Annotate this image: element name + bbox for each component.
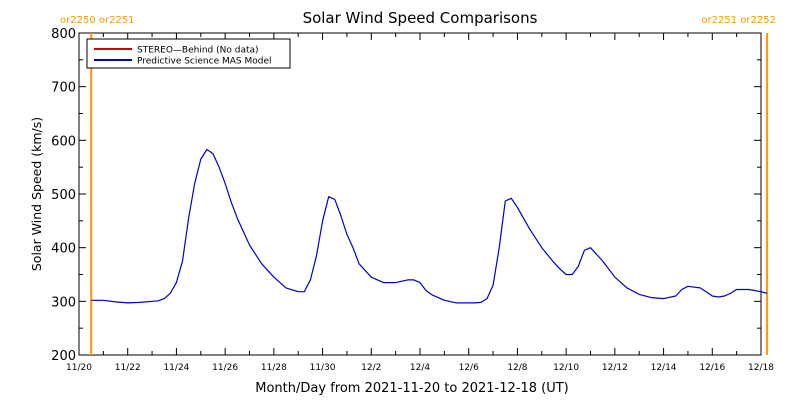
x-axis-label: Month/Day from 2021-11-20 to 2021-12-18 … — [255, 381, 568, 396]
x-tick-label: 11/22 — [115, 363, 141, 373]
x-axis: 11/20 11/22 11/24 11/26 11/28 11/30 12/2 12/4 12… — [66, 33, 774, 373]
x-tick-label: 11/20 — [66, 363, 92, 373]
x-tick-label: 12/14 — [651, 363, 677, 373]
series-line-1 — [91, 148, 768, 304]
y-axis-label: Solar Wind Speed (km/s) — [29, 117, 44, 271]
carrington-marker-label: or2251 or2252 — [701, 15, 776, 26]
x-tick-label: 12/10 — [553, 363, 579, 373]
x-tick-label: 12/16 — [699, 363, 725, 373]
legend-box — [86, 38, 291, 69]
x-tick-label: 11/28 — [261, 363, 287, 373]
x-tick-label: 11/26 — [212, 363, 238, 373]
carrington-marker-label: or2250 or2251 — [60, 15, 135, 26]
y-tick-label: 200 — [51, 349, 76, 364]
legend: STEREO—Behind (No data)Predictive Scienc… — [86, 38, 291, 69]
y-tick-label: 400 — [51, 242, 76, 257]
legend-label-1: Predictive Science MAS Model — [137, 57, 272, 67]
y-tick-label: 800 — [51, 27, 76, 42]
x-tick-label: 12/18 — [748, 363, 774, 373]
x-tick-label: 12/12 — [602, 363, 628, 373]
x-tick-label: 12/2 — [361, 363, 381, 373]
plot-frame — [78, 32, 762, 356]
x-tick-label: 12/8 — [507, 363, 527, 373]
chart-title: Solar Wind Speed Comparisons — [303, 9, 538, 27]
y-tick-label: 600 — [51, 134, 76, 149]
x-tick-label: 12/4 — [410, 363, 430, 373]
legend-label-0: STEREO—Behind (No data) — [137, 46, 259, 56]
carrington-markers: or2250 or2251 or2251 or2252 — [60, 15, 776, 355]
y-tick-label: 500 — [51, 188, 76, 203]
y-axis: 200 300 400 500 600 700 800 — [51, 27, 761, 364]
series-layer — [91, 148, 768, 304]
x-tick-label: 11/30 — [310, 363, 336, 373]
y-tick-label: 700 — [51, 81, 76, 96]
x-tick-label: 12/6 — [459, 363, 479, 373]
y-tick-label: 300 — [51, 295, 76, 310]
x-tick-label: 11/24 — [163, 363, 189, 373]
